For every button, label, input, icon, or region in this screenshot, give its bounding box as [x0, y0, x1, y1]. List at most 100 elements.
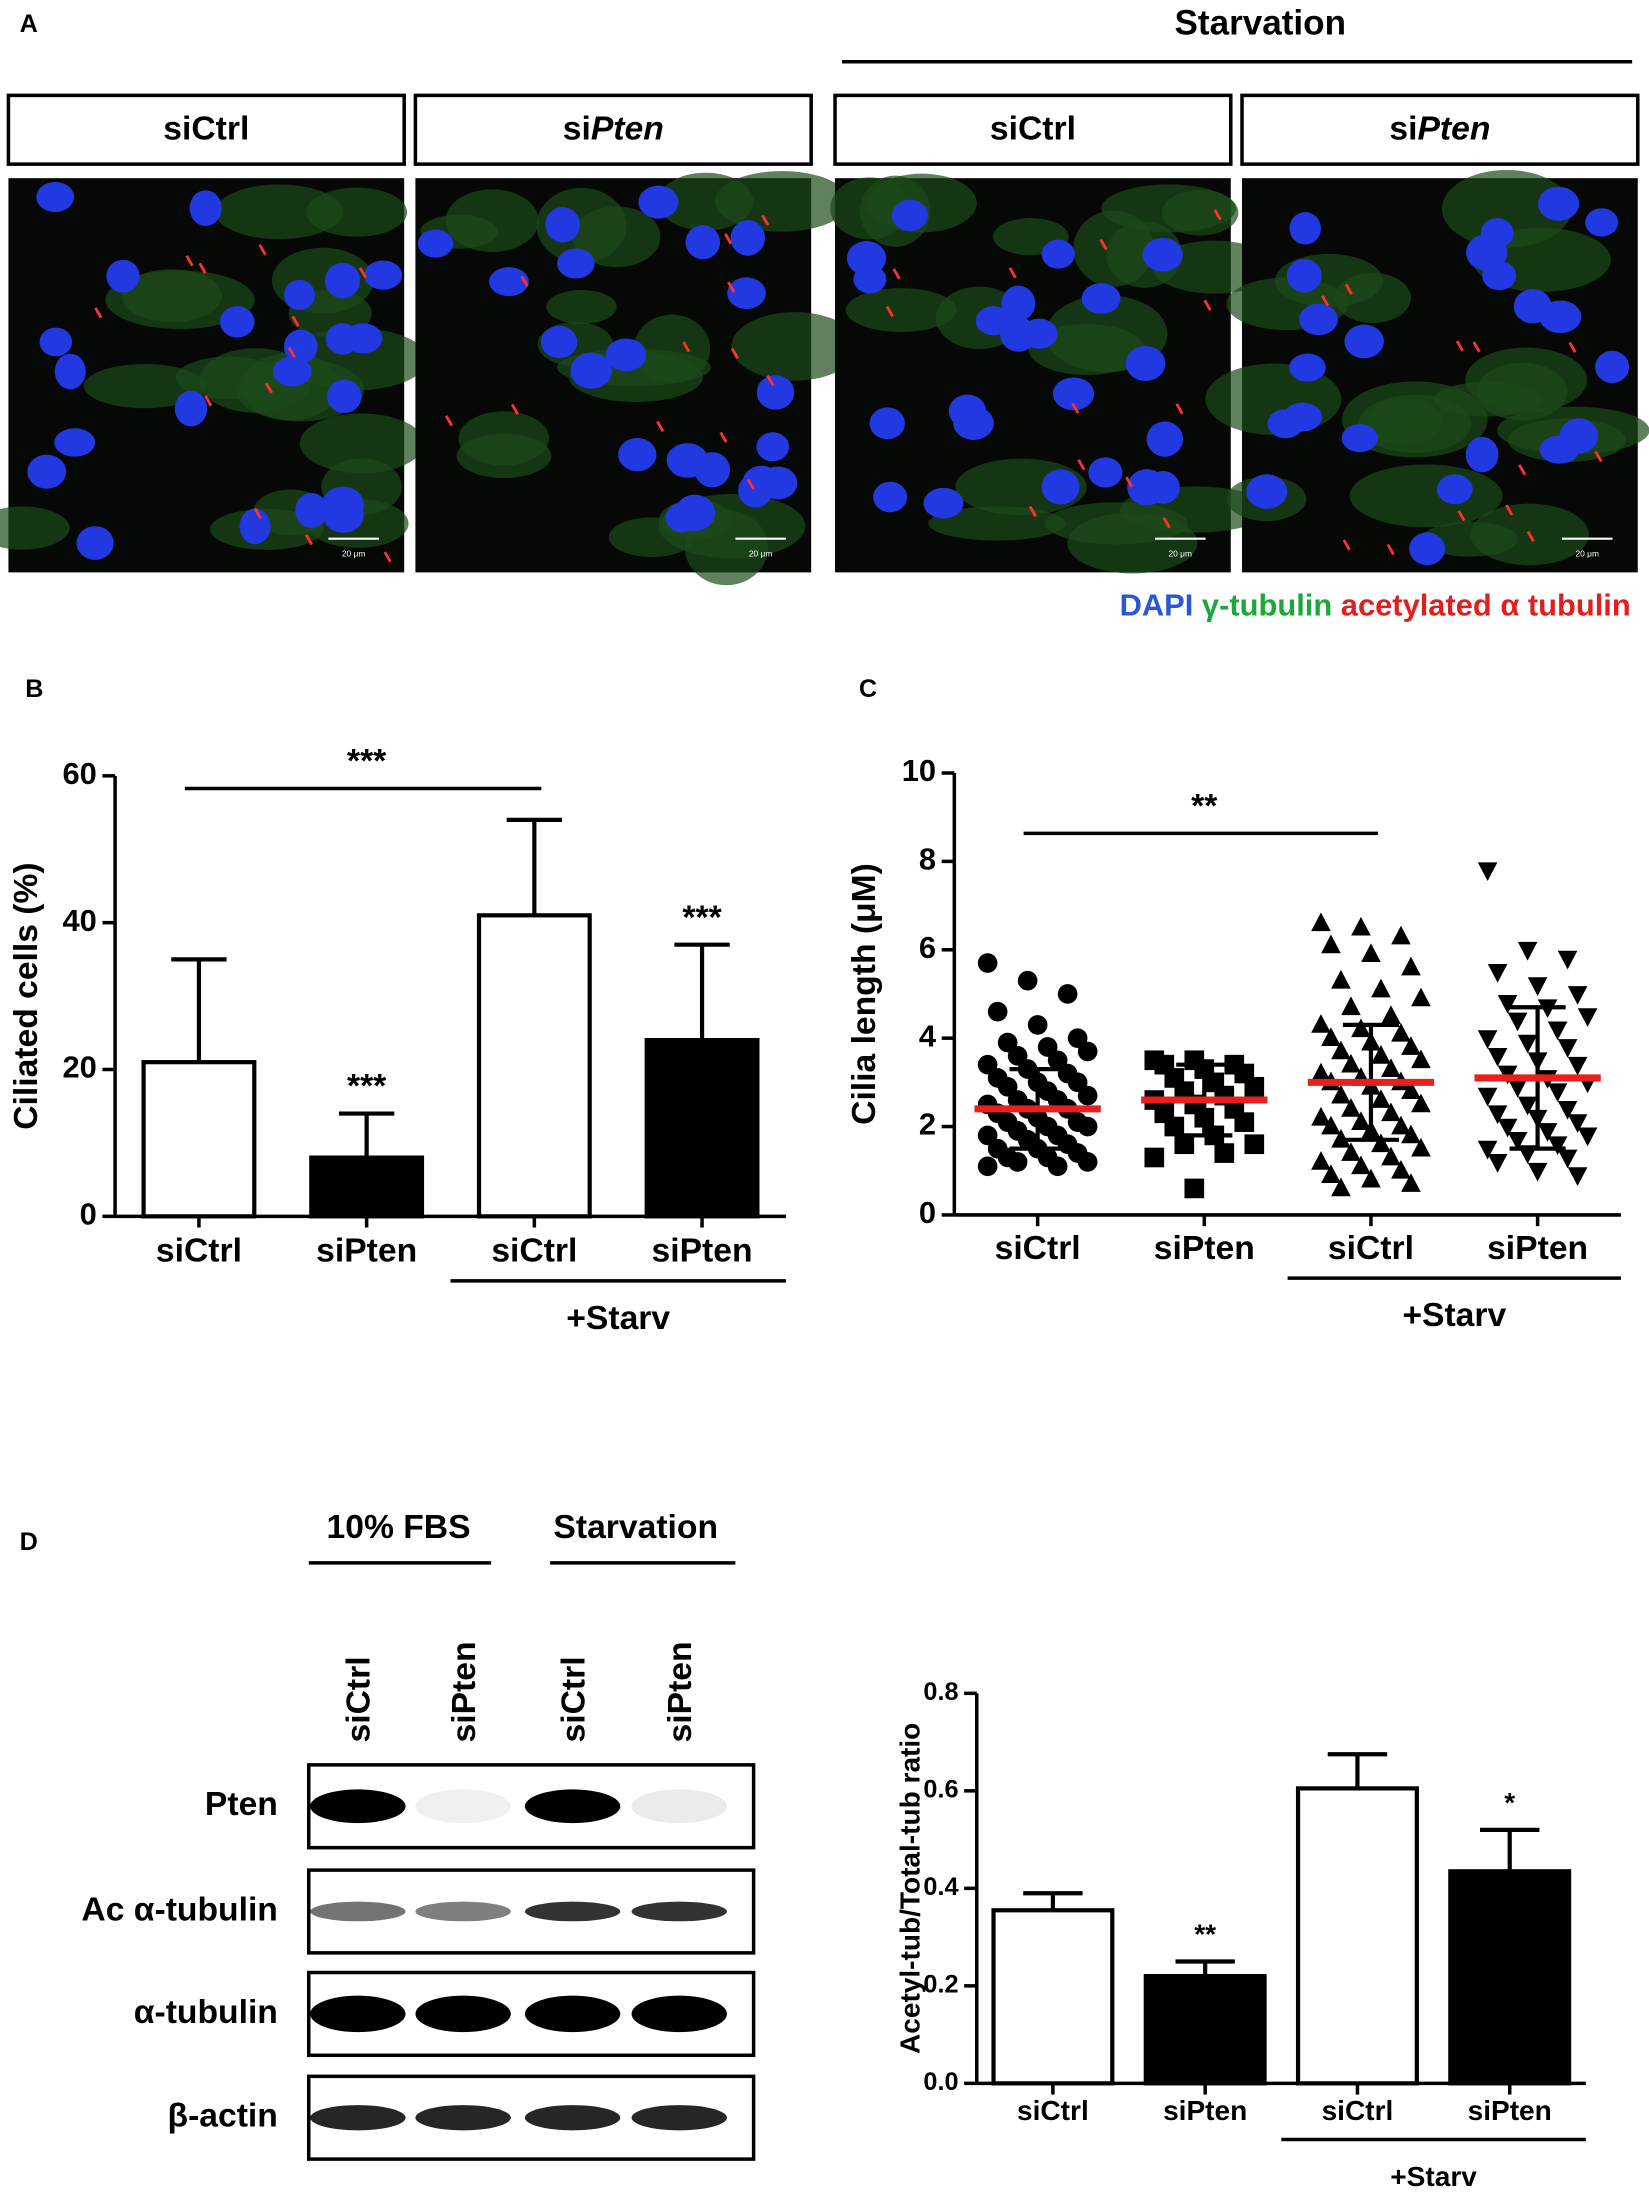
- data-point: [1537, 1123, 1558, 1142]
- data-point: [1077, 1085, 1098, 1106]
- nucleus: [738, 473, 773, 508]
- nucleus: [975, 306, 1012, 336]
- nucleus: [324, 262, 361, 299]
- data-point: [1487, 964, 1508, 983]
- nucleus: [417, 229, 454, 258]
- bar: [1448, 1869, 1572, 2086]
- header-plain: siCtrl: [163, 110, 249, 147]
- nucleus: [685, 225, 721, 260]
- header-plain: siCtrl: [990, 110, 1076, 147]
- row-label: α-tubulin: [134, 1994, 278, 2031]
- data-point: [1351, 1018, 1371, 1038]
- x-tick-label: siPten: [1468, 2095, 1552, 2126]
- data-point: [1507, 1131, 1528, 1151]
- cilium: [1386, 543, 1395, 556]
- panel-label: A: [20, 10, 38, 38]
- data-point: [1517, 1034, 1538, 1054]
- blot-group: Starvation: [553, 1509, 718, 1546]
- group-label: +Starv: [1390, 2161, 1477, 2192]
- cilium: [520, 275, 529, 287]
- y-tick-label: 0.6: [923, 1776, 958, 1804]
- data-point: [1567, 1167, 1588, 1186]
- scale-bar-label: 20 μm: [1168, 548, 1192, 558]
- cilium: [1344, 283, 1353, 295]
- cilium: [1099, 238, 1108, 251]
- data-point: [1477, 1087, 1498, 1107]
- x-tick-label: siPten: [652, 1233, 753, 1270]
- scale-bar-label: 20 μm: [749, 548, 773, 558]
- cilium: [258, 244, 267, 256]
- data-point: [1077, 1041, 1098, 1062]
- data-point: [1144, 1147, 1165, 1168]
- cilium: [1213, 209, 1222, 221]
- data-point: [1477, 1030, 1498, 1049]
- header-label: siPten: [1389, 110, 1490, 147]
- data-point: [1341, 1053, 1361, 1073]
- header-italic: Pten: [591, 110, 664, 147]
- blot-band: [310, 1995, 406, 2033]
- y-tick-label: 2: [919, 1107, 936, 1142]
- cilium: [253, 507, 262, 519]
- data-point: [1331, 1040, 1351, 1060]
- data-point: [1497, 1118, 1518, 1138]
- nucleus: [219, 306, 255, 338]
- nucleus: [321, 486, 364, 523]
- data-point: [1557, 950, 1578, 970]
- header-box: [6, 93, 406, 166]
- cell-body: [284, 328, 428, 391]
- nucleus: [1289, 353, 1326, 382]
- data-point: [1311, 1106, 1331, 1126]
- significance-label: *: [1504, 1787, 1515, 1818]
- cell-body: [1367, 398, 1443, 445]
- cilium: [383, 551, 392, 563]
- data-point: [1047, 1156, 1068, 1177]
- nucleus: [665, 502, 699, 533]
- group-title: Starvation: [1175, 4, 1346, 43]
- cilium: [1568, 341, 1577, 353]
- significance-label: **: [1191, 788, 1218, 825]
- bar: [476, 913, 592, 1219]
- cell-body: [536, 187, 627, 264]
- cilium: [766, 374, 775, 387]
- nucleus: [1559, 418, 1599, 454]
- cilium: [1594, 450, 1603, 463]
- y-tick-label: 0.0: [923, 2068, 958, 2096]
- cilium: [1175, 403, 1184, 415]
- data-point: [1381, 1058, 1401, 1077]
- data-point: [1371, 1089, 1391, 1108]
- nucleus: [1088, 457, 1123, 488]
- nucleus: [666, 444, 705, 474]
- cilium: [1162, 517, 1171, 529]
- nucleus: [727, 277, 766, 310]
- panel-label: B: [25, 675, 43, 703]
- nucleus: [283, 329, 318, 364]
- x-tick-label: siCtrl: [1322, 2095, 1394, 2126]
- data-point: [1311, 1151, 1331, 1170]
- legend-gamma: γ-tubulin: [1202, 588, 1332, 623]
- nucleus: [1246, 474, 1288, 509]
- blot-band: [415, 2105, 511, 2131]
- data-point: [1557, 1149, 1578, 1169]
- data-point: [1371, 1133, 1391, 1153]
- y-tick-label: 0.2: [923, 1971, 958, 1999]
- cilium: [761, 214, 770, 226]
- nucleus: [1286, 258, 1322, 293]
- lane-label: siPten: [446, 1641, 483, 1742]
- y-tick-label: 8: [919, 842, 936, 877]
- legend-dapi: DAPI: [1120, 588, 1194, 623]
- data-point: [1057, 984, 1078, 1004]
- header-box: [1240, 93, 1640, 166]
- y-tick-label: 60: [63, 756, 97, 791]
- data-point: [1214, 1143, 1235, 1163]
- data-point: [1341, 1098, 1361, 1117]
- cell-body: [458, 411, 550, 466]
- nucleus: [923, 487, 964, 519]
- bar: [1143, 1973, 1267, 2086]
- data-point: [1547, 1136, 1568, 1156]
- data-point: [1487, 1105, 1508, 1125]
- cell-body: [121, 269, 223, 322]
- nucleus: [1341, 424, 1378, 453]
- data-point: [1527, 977, 1548, 996]
- nucleus: [853, 265, 887, 294]
